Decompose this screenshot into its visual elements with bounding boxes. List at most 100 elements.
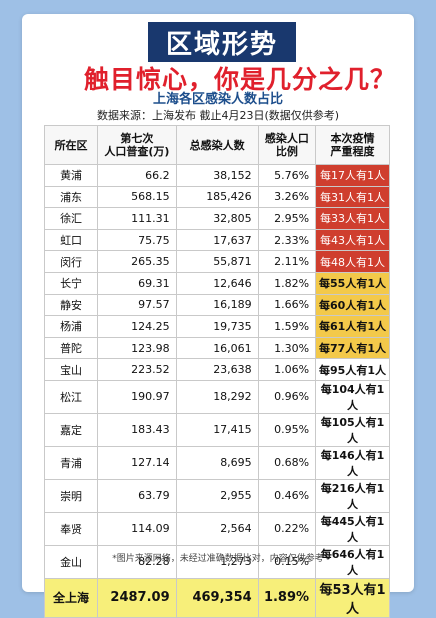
table-row: 杨浦 124.25 19,735 1.59% 每61人有1人 (43, 315, 390, 338)
row-ratio: 2.33% (257, 228, 317, 252)
table-row: 黄浦 66.2 38,152 5.76% 每17人有1人 (43, 164, 390, 187)
row-ratio: 2.95% (257, 207, 317, 230)
row-ratio: 2.11% (257, 250, 317, 273)
row-infected: 16,061 (175, 336, 259, 360)
row-infected: 2,564 (175, 511, 259, 546)
row-infected: 55,871 (175, 250, 259, 273)
row-population: 183.43 (97, 412, 177, 447)
row-population: 114.09 (97, 511, 177, 546)
row-district: 奉贤 (43, 511, 99, 546)
headline: 触目惊心，你是几分之几？ (84, 65, 397, 94)
table-row: 静安 97.57 16,189 1.66% 每60人有1人 (43, 293, 390, 317)
row-ratio: 1.82% (257, 271, 317, 295)
total-population: 2487.09 (97, 577, 177, 618)
total-ratio: 1.89% (257, 577, 317, 618)
row-infected: 18,292 (175, 379, 259, 414)
row-population: 223.52 (97, 358, 177, 381)
row-infected: 2,955 (175, 478, 259, 513)
row-district: 松江 (43, 379, 99, 414)
row-ratio: 1.06% (257, 358, 317, 381)
row-severity: 每61人有1人 (315, 315, 390, 338)
row-infected: 16,189 (175, 293, 259, 317)
row-infected: 17,415 (175, 412, 259, 447)
row-severity: 每17人有1人 (315, 164, 390, 187)
row-severity: 每646人有1人 (315, 544, 390, 579)
row-severity: 每77人有1人 (315, 336, 390, 360)
row-population: 75.75 (97, 228, 177, 252)
row-ratio: 3.26% (257, 185, 317, 209)
row-population: 66.2 (97, 164, 177, 187)
footnote: *图片来源网络，未经过准确数据比对，内容仅供参考 (112, 554, 324, 564)
row-district: 黄浦 (43, 164, 99, 187)
total-district: 全上海 (43, 577, 99, 618)
row-district: 金山 (43, 544, 99, 579)
table-row: 虹口 75.75 17,637 2.33% 每43人有1人 (43, 228, 390, 252)
row-severity: 每146人有1人 (315, 445, 390, 480)
table-row: 闵行 265.35 55,871 2.11% 每48人有1人 (43, 250, 390, 273)
table-row: 长宁 69.31 12,646 1.82% 每55人有1人 (43, 271, 390, 295)
total-severity: 每53人有1人 (315, 577, 390, 618)
row-infected: 23,638 (175, 358, 259, 381)
row-infected: 12,646 (175, 271, 259, 295)
row-ratio: 1.59% (257, 315, 317, 338)
row-severity: 每48人有1人 (315, 250, 390, 273)
table-row: 普陀 123.98 16,061 1.30% 每77人有1人 (43, 336, 390, 360)
row-population: 97.57 (97, 293, 177, 317)
row-severity: 每60人有1人 (315, 293, 390, 317)
row-district: 闵行 (43, 250, 99, 273)
row-severity: 每105人有1人 (315, 412, 390, 447)
region-banner: 区域形势 (148, 22, 296, 62)
row-district: 普陀 (43, 336, 99, 360)
row-population: 190.97 (97, 379, 177, 414)
row-severity: 每33人有1人 (315, 207, 390, 230)
row-district: 杨浦 (43, 315, 99, 338)
row-severity: 每95人有1人 (315, 358, 390, 381)
table-header-row: 所在区 第七次 人口普查(万) 总感染人数 感染人口 比例 本次疫情 严重程度 (43, 125, 390, 165)
row-district: 浦东 (43, 185, 99, 209)
row-district: 静安 (43, 293, 99, 317)
infection-table: 所在区 第七次 人口普查(万) 总感染人数 感染人口 比例 本次疫情 严重程度 黄浦 6… (43, 125, 390, 618)
source-line: 数据来源：上海发布 截止4月23日(数据仅供参考) (96, 109, 340, 122)
row-severity: 每43人有1人 (315, 228, 390, 252)
row-population: 265.35 (97, 250, 177, 273)
row-infected: 8,695 (175, 445, 259, 480)
total-infected: 469,354 (175, 577, 259, 618)
table-row: 崇明 63.79 2,955 0.46% 每216人有1人 (43, 478, 390, 513)
row-population: 111.31 (97, 207, 177, 230)
table-row: 嘉定 183.43 17,415 0.95% 每105人有1人 (43, 412, 390, 447)
row-population: 69.31 (97, 271, 177, 295)
row-population: 124.25 (97, 315, 177, 338)
row-severity: 每216人有1人 (315, 478, 390, 513)
row-ratio: 0.22% (257, 511, 317, 546)
table-row: 青浦 127.14 8,695 0.68% 每146人有1人 (43, 445, 390, 480)
row-infected: 185,426 (175, 185, 259, 209)
row-district: 徐汇 (43, 207, 99, 230)
row-district: 长宁 (43, 271, 99, 295)
row-population: 123.98 (97, 336, 177, 360)
row-ratio: 0.96% (257, 379, 317, 414)
table-row: 金山 82.28 1,273 0.15% 每646人有1人 (43, 544, 390, 579)
row-ratio: 1.66% (257, 293, 317, 317)
row-severity: 每55人有1人 (315, 271, 390, 295)
row-district: 崇明 (43, 478, 99, 513)
row-infected: 19,735 (175, 315, 259, 338)
row-ratio: 0.68% (257, 445, 317, 480)
table-row: 徐汇 111.31 32,805 2.95% 每33人有1人 (43, 207, 390, 230)
row-ratio: 0.15% (257, 544, 317, 579)
table-row: 浦东 568.15 185,426 3.26% 每31人有1人 (43, 185, 390, 209)
row-district: 嘉定 (43, 412, 99, 447)
table-row: 奉贤 114.09 2,564 0.22% 每445人有1人 (43, 511, 390, 546)
header-ratio: 感染人口 比例 (257, 125, 317, 165)
header-district: 所在区 (43, 125, 99, 165)
row-population: 127.14 (97, 445, 177, 480)
header-infected: 总感染人数 (175, 125, 259, 165)
table-row: 宝山 223.52 23,638 1.06% 每95人有1人 (43, 358, 390, 381)
row-ratio: 0.95% (257, 412, 317, 447)
row-population: 568.15 (97, 185, 177, 209)
row-infected: 17,637 (175, 228, 259, 252)
row-ratio: 1.30% (257, 336, 317, 360)
total-row: 全上海 2487.09 469,354 1.89% 每53人有1人 (43, 577, 390, 618)
row-infected: 32,805 (175, 207, 259, 230)
table-row: 松江 190.97 18,292 0.96% 每104人有1人 (43, 379, 390, 414)
header-severity: 本次疫情 严重程度 (315, 125, 390, 165)
